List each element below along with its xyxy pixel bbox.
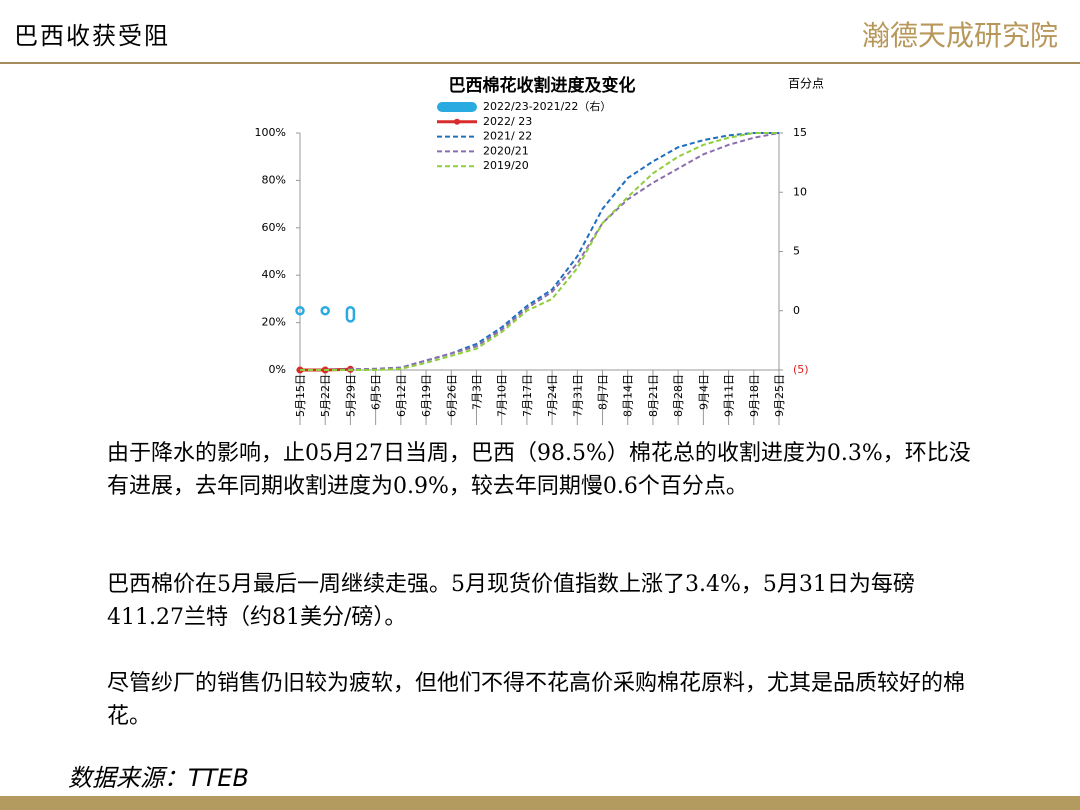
paragraph: 巴西棉价在5月最后一周继续走强。5月现货价值指数上涨了3.4%，5月31日为每磅… [107, 572, 915, 630]
x-tick-label: 7月31日 [571, 374, 584, 417]
legend-label: 2022/23-2021/22（右） [483, 99, 611, 113]
x-tick-label: 7月17日 [521, 374, 534, 417]
y-tick-label: 100% [255, 126, 286, 139]
chart: 巴西棉花收割进度及变化 百分点 0% 20% 40% 60% 80% 100% (5) 15 1… [255, 75, 824, 425]
legend-label: 2020/21 [483, 144, 529, 157]
paragraph: 尽管纱厂的销售仍旧较为疲软，但他们不得不花高价采购棉花原料，尤其是品质较好的棉花… [107, 671, 966, 729]
legend-label: 2021/ 22 [483, 130, 532, 143]
x-tick-label: 8月7日 [597, 374, 610, 410]
legend-label: 2019/20 [483, 159, 529, 172]
legend-marker [454, 118, 460, 125]
x-tick-label: 6月12日 [395, 374, 408, 417]
chart-title: 巴西棉花收割进度及变化 [449, 75, 636, 96]
x-tick-label: 9月25日 [773, 374, 786, 417]
x-tick-label: 9月18日 [748, 374, 761, 417]
y-tick-label: 60% [262, 221, 286, 234]
source: 数据来源：TTEB [68, 764, 249, 792]
y2-tick-label: 15 [793, 126, 807, 139]
header-rule [0, 62, 1080, 64]
x-tick-label: 7月24日 [546, 374, 559, 417]
legend-swatch [437, 102, 477, 112]
x-tick-label: 6月5日 [370, 374, 383, 410]
series-line [300, 132, 779, 371]
y2-axis-label: 百分点 [788, 77, 824, 91]
x-tick-label: 7月3日 [470, 374, 483, 410]
x-tick-label: 9月11日 [723, 374, 736, 417]
legend-label: 2022/ 23 [483, 115, 532, 128]
footer-bar [0, 796, 1080, 810]
x-tick-label: 8月21日 [647, 374, 660, 417]
series-line [300, 132, 779, 371]
y2-tick-label: 5 [793, 245, 800, 258]
y-tick-label: 40% [262, 268, 286, 281]
x-tick-label: 8月28日 [672, 374, 685, 417]
x-tick-label: 9月4日 [697, 374, 710, 410]
y-tick-label: 20% [262, 316, 286, 329]
series-line [300, 132, 780, 371]
paragraph: 由于降水的影响，止05月27日当周，巴西（98.5%）棉花总的收割进度为0.3%… [107, 441, 971, 499]
y-tick-label: 80% [262, 173, 286, 186]
marker [320, 306, 330, 316]
x-tick-label: 8月14日 [622, 374, 635, 417]
logo: 瀚德天成研究院 [861, 19, 1058, 52]
marker [295, 306, 305, 316]
x-tick-label: 5月15日 [294, 374, 307, 417]
x-tick-label: 5月29日 [344, 374, 357, 417]
y2-tick-label: 0 [793, 304, 800, 317]
x-tick-label: 7月10日 [496, 374, 509, 417]
marker [345, 306, 356, 323]
x-tick-label: 6月19日 [420, 374, 433, 417]
x-tick-label: 6月26日 [445, 374, 458, 417]
slide-title: 巴西收获受阻 [14, 22, 170, 50]
y2-tick-label: 10 [793, 185, 807, 198]
y-tick-label: 0% [269, 363, 286, 376]
y2-tick-label: (5) [793, 363, 809, 376]
x-tick-label: 5月22日 [319, 374, 332, 417]
